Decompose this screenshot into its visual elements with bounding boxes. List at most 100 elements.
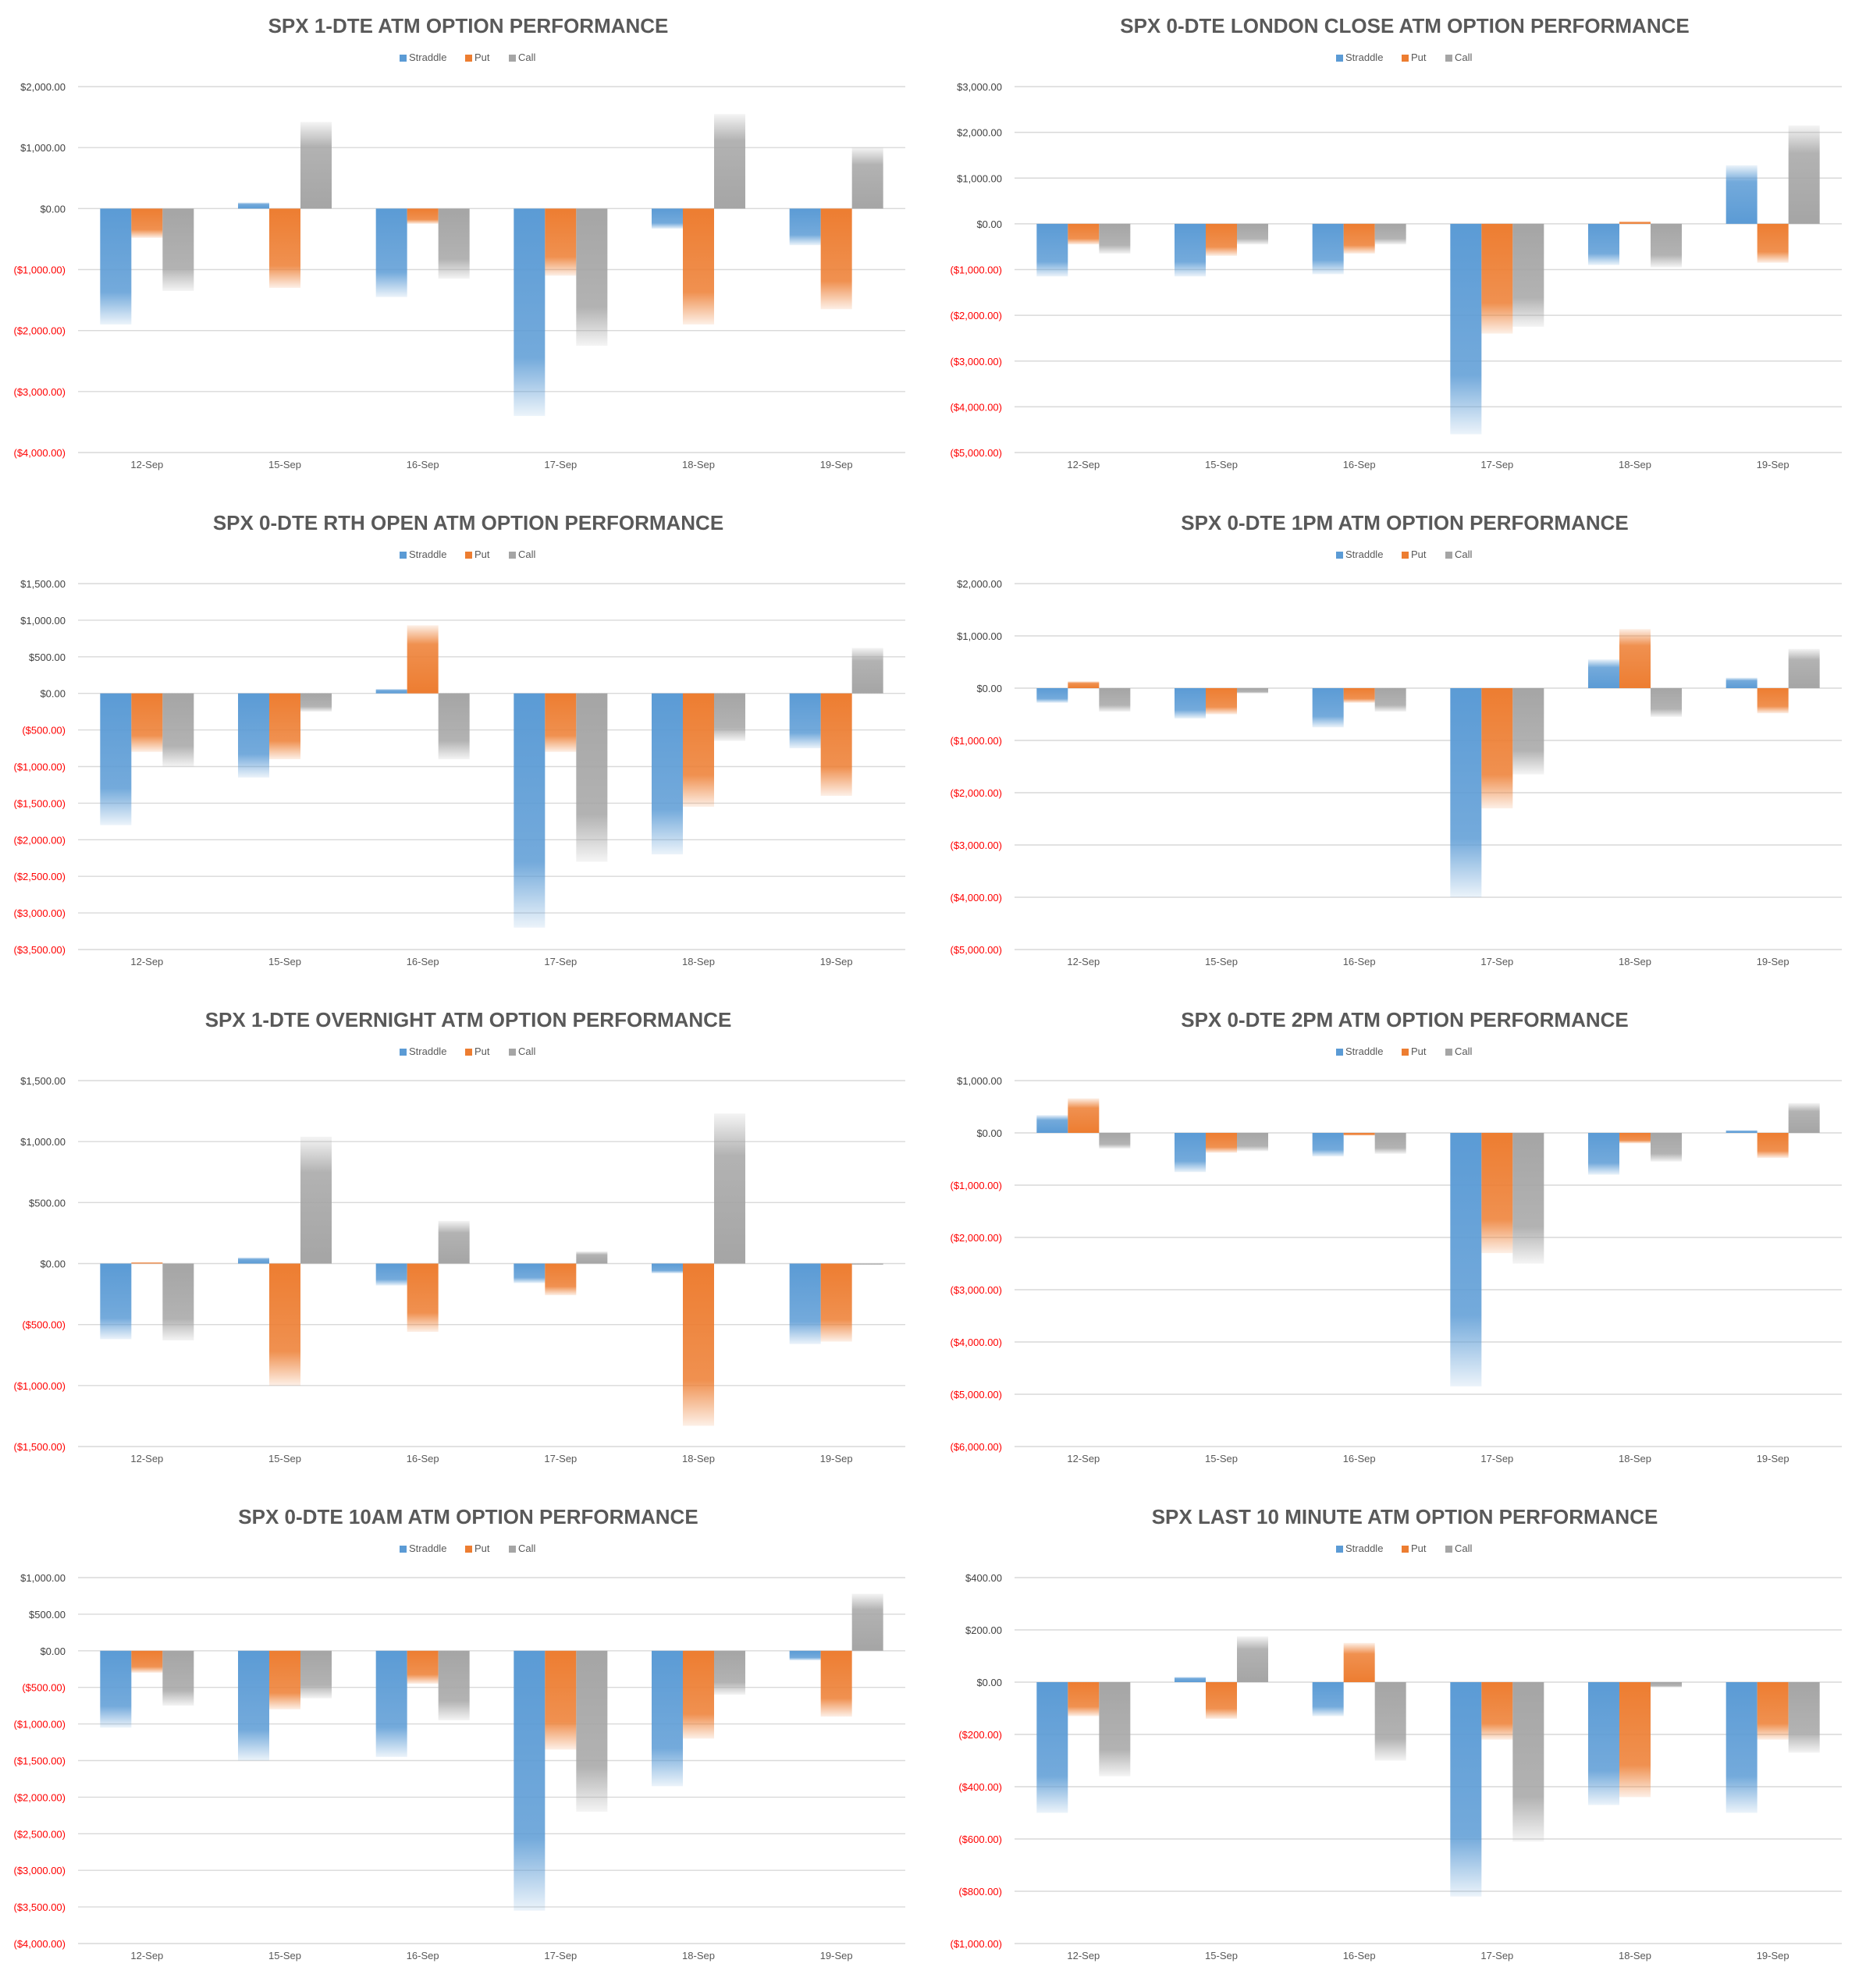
bar-call (1788, 1682, 1820, 1753)
legend-swatch-put (1402, 1049, 1409, 1056)
x-category-label: 15-Sep (1205, 956, 1238, 967)
bar-call (714, 114, 745, 209)
bar-chart: SPX 0-DTE 10AM ATM OPTION PERFORMANCE Str… (14, 1505, 905, 1961)
legend-label-straddle: Straddle (409, 51, 446, 63)
legend-label-call: Call (518, 1045, 536, 1057)
bar-straddle (100, 1650, 132, 1728)
y-tick-label: ($1,000.00) (14, 761, 66, 773)
bar-put (1757, 223, 1789, 263)
y-tick-label: $200.00 (965, 1624, 1002, 1636)
bar-call (1099, 1682, 1131, 1777)
y-tick-label: $0.00 (40, 203, 66, 215)
x-category-label: 18-Sep (682, 459, 715, 470)
x-category-label: 18-Sep (682, 1950, 715, 1961)
y-tick-label: ($1,000.00) (951, 1938, 1003, 1950)
legend-swatch-call (1445, 1049, 1452, 1056)
legend: Straddle Put Call (1336, 548, 1473, 560)
bar-put (545, 1263, 577, 1296)
bar-chart: SPX 0-DTE 2PM ATM OPTION PERFORMANCE Stra… (951, 1008, 1842, 1464)
x-category-label: 19-Sep (820, 956, 853, 967)
y-tick-label: $500.00 (29, 651, 66, 663)
bar-put (1068, 681, 1100, 688)
bar-put (407, 1650, 439, 1684)
bar-put (545, 208, 577, 276)
legend: Straddle Put Call (1336, 51, 1473, 63)
x-category-label: 18-Sep (1619, 1950, 1651, 1961)
bar-straddle (1450, 1682, 1482, 1897)
x-category-label: 15-Sep (268, 956, 301, 967)
bar-put (131, 1262, 163, 1264)
y-tick-label: $0.00 (40, 1258, 66, 1270)
bar-call (851, 1593, 883, 1651)
bar-put (683, 693, 714, 808)
x-category-label: 17-Sep (1480, 956, 1513, 967)
bar-straddle (514, 1263, 546, 1283)
bar-call (1512, 1682, 1544, 1842)
bar-put (269, 1263, 300, 1386)
legend-label-call: Call (518, 548, 536, 560)
bar-put (131, 693, 163, 752)
x-category-label: 12-Sep (1067, 459, 1100, 470)
y-tick-label: $0.00 (976, 218, 1002, 230)
bar-call (162, 208, 194, 291)
legend-label-call: Call (518, 1542, 536, 1554)
x-category-label: 16-Sep (407, 1950, 439, 1961)
bar-straddle (652, 1263, 683, 1274)
y-tick-label: ($4,000.00) (951, 401, 1003, 413)
bar-straddle (1175, 1677, 1206, 1682)
bar-put (545, 693, 577, 752)
bar-straddle (100, 693, 132, 825)
x-category-label: 15-Sep (268, 1950, 301, 1961)
bar-put (1206, 223, 1237, 256)
bar-put (269, 693, 300, 760)
bar-straddle (1036, 1115, 1068, 1133)
y-tick-label: ($800.00) (958, 1886, 1002, 1897)
y-tick-label: ($3,000.00) (951, 840, 1003, 851)
bar-call (576, 1650, 608, 1812)
chart-title: SPX LAST 10 MINUTE ATM OPTION PERFORMANC… (1152, 1505, 1658, 1528)
legend: Straddle Put Call (400, 51, 536, 63)
bar-put (269, 208, 300, 288)
y-tick-label: ($1,500.00) (14, 1755, 66, 1767)
bar-put (545, 1650, 577, 1750)
y-tick-label: $1,000.00 (957, 630, 1002, 642)
y-tick-label: ($1,500.00) (14, 797, 66, 809)
chart-panel: SPX 0-DTE 2PM ATM OPTION PERFORMANCE Stra… (936, 994, 1873, 1491)
bar-put (1757, 688, 1789, 714)
x-category-label: 15-Sep (268, 459, 301, 470)
x-category-label: 18-Sep (1619, 956, 1651, 967)
y-tick-label: ($400.00) (958, 1781, 1002, 1793)
x-category-label: 16-Sep (1343, 1453, 1376, 1464)
bar-call (438, 1650, 470, 1720)
legend-swatch-put (1402, 552, 1409, 559)
y-tick-label: ($4,000.00) (951, 892, 1003, 903)
x-category-label: 18-Sep (1619, 1453, 1651, 1464)
chart-panel: SPX LAST 10 MINUTE ATM OPTION PERFORMANC… (936, 1491, 1873, 1988)
x-category-label: 12-Sep (130, 459, 163, 470)
y-tick-label: ($2,000.00) (951, 787, 1003, 799)
x-category-label: 16-Sep (1343, 956, 1376, 967)
legend-label-straddle: Straddle (409, 1045, 446, 1057)
chart-title: SPX 0-DTE RTH OPEN ATM OPTION PERFORMANC… (213, 511, 723, 534)
bar-call (1237, 688, 1268, 694)
x-category-label: 18-Sep (682, 956, 715, 967)
x-category-label: 12-Sep (130, 1453, 163, 1464)
x-category-label: 16-Sep (407, 459, 439, 470)
y-tick-label: $2,000.00 (20, 81, 66, 93)
bar-put (1343, 1133, 1375, 1136)
x-category-label: 17-Sep (544, 1950, 577, 1961)
bar-call (1651, 1682, 1682, 1688)
bar-straddle (789, 1650, 821, 1660)
y-tick-label: $0.00 (976, 1127, 1002, 1139)
y-tick-label: ($3,000.00) (14, 1865, 66, 1876)
bar-put (1757, 1133, 1789, 1159)
legend-label-call: Call (1455, 1045, 1473, 1057)
chart-title: SPX 0-DTE 2PM ATM OPTION PERFORMANCE (1181, 1008, 1629, 1031)
bar-straddle (789, 208, 821, 246)
bar-put (407, 208, 439, 224)
bar-put (1206, 1682, 1237, 1719)
y-tick-label: ($2,500.00) (14, 1828, 66, 1840)
bar-straddle (1726, 1130, 1757, 1133)
legend-label-straddle: Straddle (1345, 1542, 1383, 1554)
